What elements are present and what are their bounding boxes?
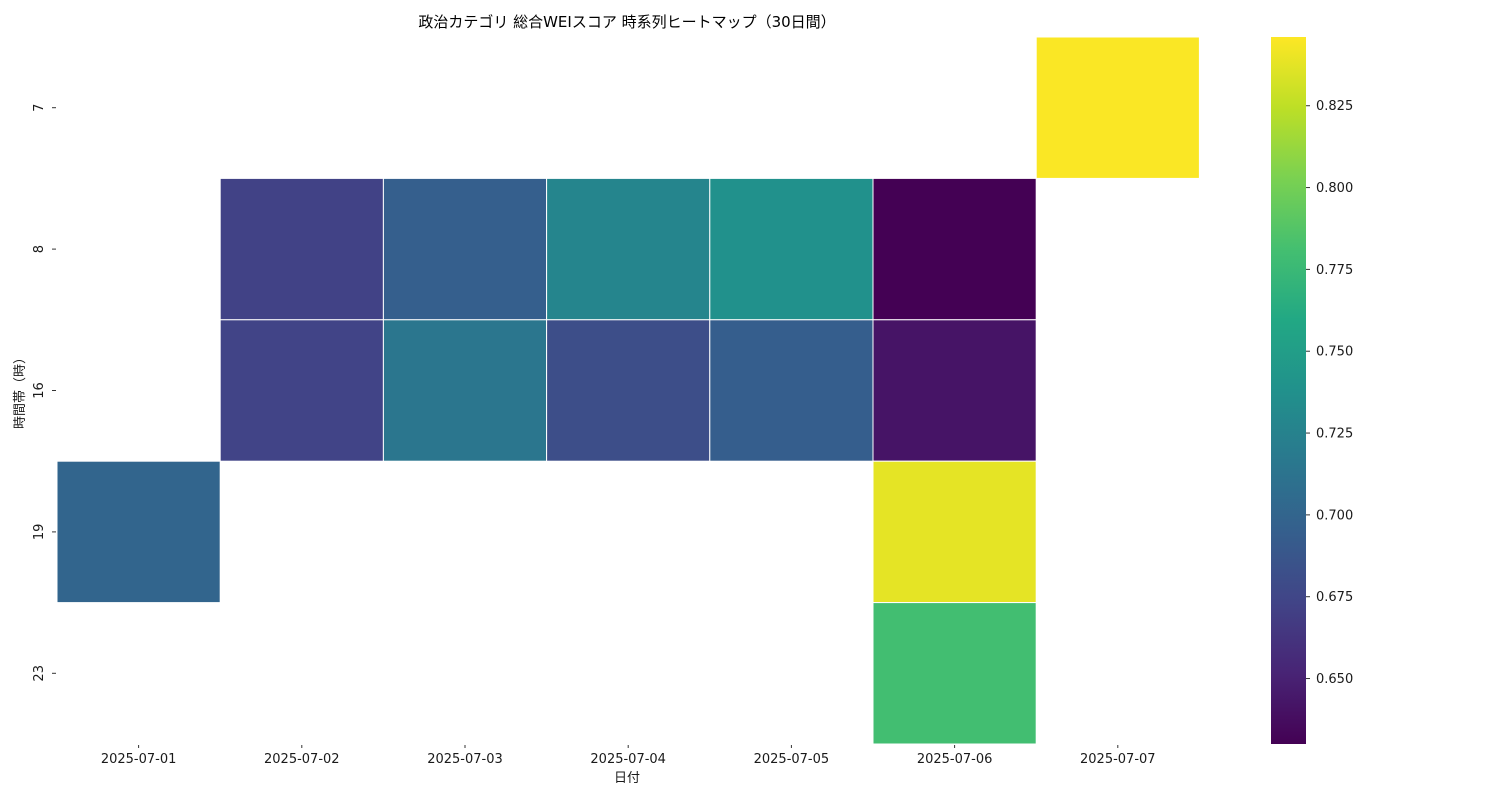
y-axis-label: 時間帯（時） (13, 351, 28, 429)
y-tick-label: 7 (32, 104, 47, 112)
heatmap-cell (872, 177, 1037, 321)
heatmap-cell (219, 177, 384, 321)
colorbar-tick-label: 0.775 (1316, 263, 1353, 278)
colorbar-tick-label: 0.700 (1316, 508, 1353, 523)
chart-title: 政治カテゴリ 総合WEIスコア 時系列ヒートマップ（30日間） (418, 13, 835, 31)
y-tick-label: 23 (32, 665, 47, 682)
x-tick-label: 2025-07-06 (917, 752, 993, 767)
colorbar-tick-label: 0.750 (1316, 345, 1353, 360)
y-tick-label: 8 (32, 245, 47, 253)
heatmap-cell (872, 460, 1037, 604)
x-tick-label: 2025-07-03 (427, 752, 503, 767)
heatmap-cells (56, 36, 1200, 745)
x-tick-label: 2025-07-04 (590, 752, 666, 767)
y-tick-label: 16 (32, 382, 47, 399)
heatmap-cell (382, 177, 548, 321)
x-tick-label: 2025-07-01 (101, 752, 177, 767)
heatmap-cell (1035, 36, 1200, 179)
x-tick-label: 2025-07-07 (1080, 752, 1156, 767)
heatmap-cell (56, 460, 221, 604)
colorbar-tick-label: 0.675 (1316, 590, 1353, 605)
y-axis-ticks: 7 8 16 19 23 (32, 104, 56, 682)
x-tick-label: 2025-07-02 (264, 752, 340, 767)
y-tick-label: 19 (32, 524, 47, 541)
x-tick-label: 2025-07-05 (754, 752, 830, 767)
colorbar-tick-label: 0.825 (1316, 99, 1353, 114)
colorbar-ticks: 0.650 0.675 0.700 0.725 0.750 0.775 0.800 0.825 (1306, 99, 1353, 687)
heatmap-cell (546, 177, 711, 321)
colorbar (1271, 37, 1306, 744)
heatmap-cell (872, 602, 1037, 745)
heatmap-cell (219, 319, 384, 462)
colorbar-tick-label: 0.800 (1316, 181, 1353, 196)
colorbar-tick-label: 0.725 (1316, 427, 1353, 442)
colorbar-tick-label: 0.650 (1316, 672, 1353, 687)
heatmap-cell (872, 319, 1037, 462)
x-axis-label: 日付 (614, 771, 640, 786)
heatmap-cell (709, 319, 874, 462)
heatmap-cell (546, 319, 711, 462)
x-axis-ticks: 2025-07-01 2025-07-02 2025-07-03 2025-07-04… (101, 745, 1156, 767)
heatmap-cell (709, 177, 874, 321)
heatmap-cell (382, 319, 548, 462)
